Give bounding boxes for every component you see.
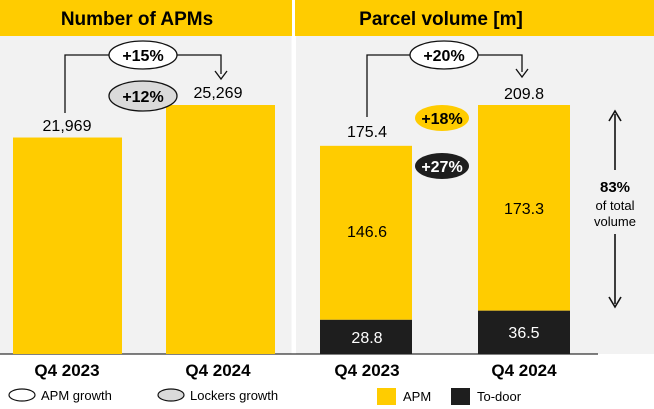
apm-growth-value: +15% xyxy=(122,48,163,65)
legend-apm-growth-swatch xyxy=(8,388,36,402)
legend-to-door-swatch xyxy=(451,388,470,405)
total-growth-pill xyxy=(409,40,479,70)
lockers-growth-pill xyxy=(108,80,178,112)
left-category-q4-2023: Q4 2023 xyxy=(34,361,99,380)
lockers-growth-value: +12% xyxy=(122,89,163,106)
share-bracket-arrow-up xyxy=(608,109,622,122)
apm-count-bar-q4-2023 xyxy=(13,137,122,354)
parcel-volume-bars xyxy=(320,105,570,354)
right-category-q4-2023: Q4 2023 xyxy=(334,361,399,380)
apm-count-bar-q4-2024 xyxy=(166,105,275,354)
to-door-volume-label-q4-2024: 36.5 xyxy=(508,325,539,342)
to-door-bar-q4-2023 xyxy=(320,319,412,354)
legend-apm-label: APM xyxy=(403,389,431,404)
share-text-line1: of total xyxy=(595,198,634,213)
apm-bars xyxy=(13,105,275,354)
to-door-growth-pill xyxy=(415,153,469,179)
left-value-label-q4-2024: 25,269 xyxy=(194,85,243,102)
to-door-growth-value: +27% xyxy=(421,159,462,176)
apm-growth-pill xyxy=(108,40,178,70)
apm-volume-bar-q4-2024 xyxy=(478,105,570,311)
right-total-label-q4-2024: 209.8 xyxy=(504,86,544,103)
right-chart-title: Parcel volume [m] xyxy=(359,9,523,30)
left-category-q4-2024: Q4 2024 xyxy=(185,361,251,380)
legend-to-door-label: To-door xyxy=(477,389,522,404)
left-value-label-q4-2023: 21,969 xyxy=(43,118,92,135)
share-value: 83% xyxy=(600,179,630,196)
total-growth-arrowhead xyxy=(515,68,529,79)
legend-apm-swatch xyxy=(377,388,396,405)
left-chart-title: Number of APMs xyxy=(61,9,213,30)
apm-growth-arrowhead xyxy=(214,70,228,81)
legend-lockers-growth-label: Lockers growth xyxy=(190,388,278,403)
legend-apm-growth-label: APM growth xyxy=(41,388,112,403)
apm-volume-bar-q4-2023 xyxy=(320,145,412,320)
share-text-line2: volume xyxy=(594,214,636,229)
right-header-bg xyxy=(295,0,654,36)
apm-volume-label-q4-2024: 173.3 xyxy=(504,201,544,218)
right-category-q4-2024: Q4 2024 xyxy=(491,361,557,380)
total-growth-value: +20% xyxy=(423,48,464,65)
share-box xyxy=(576,170,654,234)
apm-volume-growth-value: +18% xyxy=(421,111,462,128)
apm-volume-label-q4-2023: 146.6 xyxy=(347,224,387,241)
legend-lockers-growth-swatch xyxy=(157,388,185,402)
right-total-label-q4-2023: 175.4 xyxy=(347,124,387,141)
share-bracket-arrow-down xyxy=(608,296,622,309)
to-door-bar-q4-2024 xyxy=(478,310,570,354)
apm-volume-growth-pill xyxy=(415,105,469,131)
left-header-bg xyxy=(0,0,292,36)
to-door-volume-label-q4-2023: 28.8 xyxy=(351,330,382,347)
